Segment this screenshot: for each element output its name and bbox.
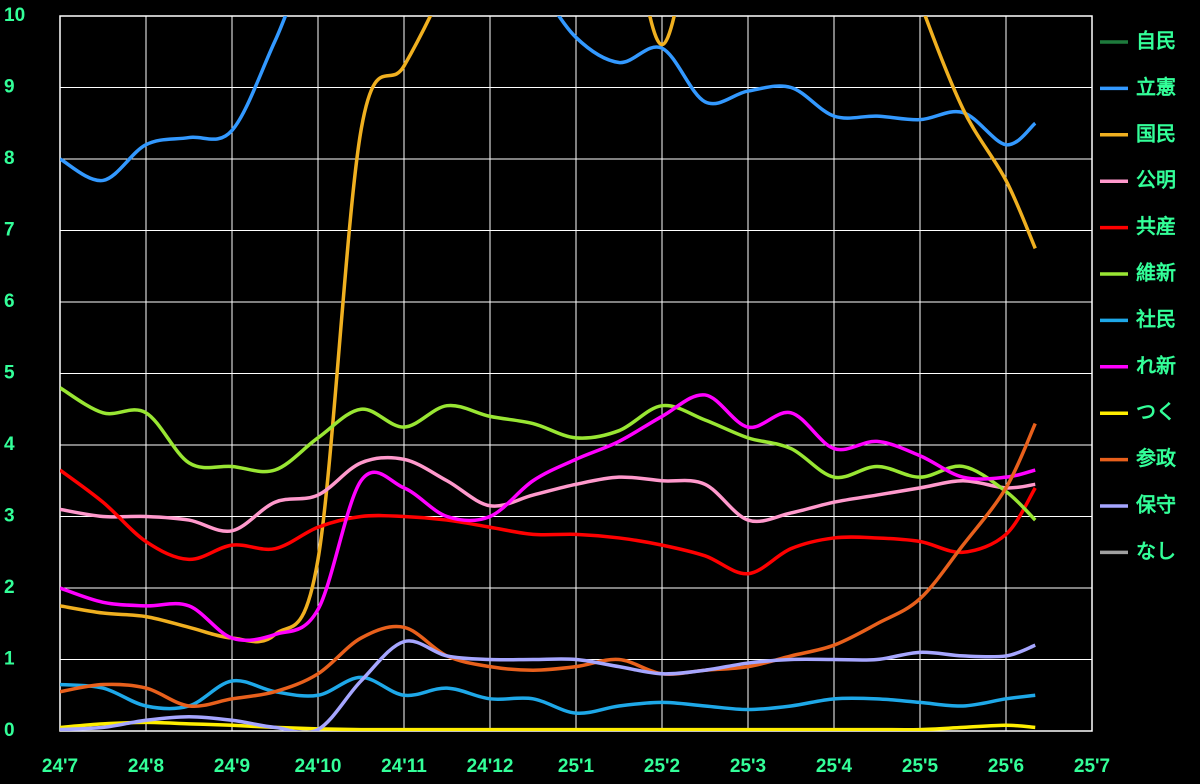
legend-label: 国民 [1136,121,1176,145]
legend-label: 自民 [1136,29,1176,53]
y-tick-label: 9 [4,77,15,98]
legend-label: 社民 [1135,307,1176,331]
legend-label: なし [1136,539,1176,563]
series-line [60,675,1036,715]
series-line [60,386,1037,522]
series-line [60,16,1037,644]
x-tick-label: 25'7 [1074,756,1110,777]
series-line [60,422,1037,709]
legend-label: 保守 [1135,493,1176,517]
x-tick-label: 24'7 [42,756,78,777]
y-tick-label: 7 [4,220,15,241]
y-tick-label: 4 [4,434,15,455]
x-tick-label: 25'5 [902,756,939,777]
legend-label: 維新 [1136,261,1176,285]
legend-label: 共産 [1136,214,1176,238]
y-tick-label: 10 [4,5,25,26]
x-tick-label: 25'4 [816,756,853,777]
legend-label: 参政 [1136,446,1177,470]
x-tick-label: 24'8 [128,756,164,777]
plot-lines [60,16,1037,731]
series-line [60,468,1037,576]
y-tick-label: 2 [4,577,15,598]
y-tick-label: 8 [4,148,15,169]
y-tick-label: 0 [4,720,15,741]
legend-label: 公明 [1136,168,1176,192]
series-line [60,393,1036,643]
legend-label: れ新 [1136,353,1176,377]
x-tick-label: 24'11 [381,756,427,777]
x-tick-label: 24'9 [214,756,250,777]
legend-label: つく [1136,400,1176,424]
series-line [60,16,1037,183]
series-line [60,639,1036,731]
y-tick-label: 5 [4,363,15,384]
x-tick-label: 25'1 [558,756,595,777]
x-tick-label: 24'10 [295,756,342,777]
legend-label: 立憲 [1136,75,1176,99]
x-tick-label: 25'3 [730,756,766,777]
series-line [60,455,1036,534]
y-tick-label: 1 [4,649,15,670]
x-tick-label: 25'2 [644,756,680,777]
x-tick-label: 24'12 [467,756,514,777]
x-tick-label: 25'6 [988,756,1024,777]
y-tick-label: 3 [4,506,15,527]
series-line [60,720,1036,731]
y-tick-label: 6 [4,291,15,312]
